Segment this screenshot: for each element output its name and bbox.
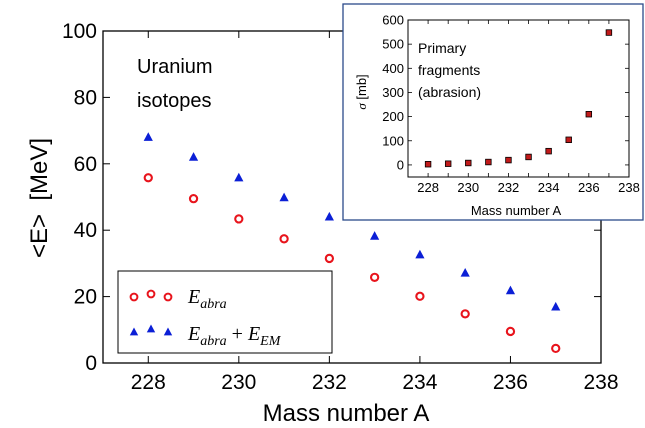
legend-1-symbol: E [187, 286, 200, 308]
point-e-abra [279, 234, 289, 244]
point-e-abra [324, 253, 335, 264]
legend-series-1-label: Eabra [187, 286, 227, 312]
inset-x-tick-label: 234 [538, 180, 560, 195]
inset-cross-section-point [505, 156, 512, 164]
inset-x-tick-label: 238 [618, 180, 640, 195]
point-e-abra-plus-em [370, 231, 380, 240]
inset-cross-section-point [465, 159, 472, 167]
inset-x-axis-label: Mass number A [471, 203, 562, 218]
main-x-tick-label: 238 [583, 371, 618, 394]
point-e-abra-plus-em [234, 172, 244, 182]
inset-cross-section-point [605, 29, 613, 36]
main-x-ticks: 228 230 232 234 236 238 [131, 31, 619, 394]
main-y-tick-label: 0 [85, 352, 97, 375]
inset-y-symbol: σ [354, 103, 369, 110]
point-e-abra [551, 343, 561, 354]
legend-box [117, 270, 333, 354]
inset-x-ticks: 228 230 232 234 236 238 [417, 20, 640, 195]
inset-data-points [424, 29, 613, 168]
legend-circle-marker [163, 292, 173, 302]
point-e-abra [188, 194, 199, 204]
inset-cross-section-point [444, 160, 452, 167]
legend-1-subscript: abra [200, 297, 226, 312]
point-e-abra-plus-em [143, 132, 153, 141]
legend-2-operator: + [227, 323, 248, 345]
inset-y-axis-label: σ [mb] [354, 74, 369, 109]
legend-triangle-marker [129, 327, 139, 336]
inset-chart: 0 100 200 300 400 500 600 228 230 232 234 236 238 M… [342, 3, 644, 221]
inset-x-tick-label: 236 [578, 180, 600, 195]
legend-2-subscript-b: EM [259, 334, 282, 349]
legend-series-1-markers [129, 289, 173, 302]
inset-cross-section-point [585, 111, 593, 118]
legend-2-symbol-a: E [187, 323, 200, 345]
inset-y-tick-label: 400 [382, 61, 404, 76]
main-y-axis-label: <E> [MeV] [26, 138, 53, 258]
point-e-abra [369, 272, 380, 282]
annotation-line-2: isotopes [137, 90, 212, 112]
main-y-tick-label: 20 [74, 286, 97, 309]
point-e-abra [143, 173, 153, 183]
legend-triangle-marker [163, 327, 173, 336]
main-y-tick-label: 40 [74, 219, 97, 242]
main-x-tick-label: 234 [402, 371, 437, 394]
inset-x-tick-label: 232 [498, 180, 520, 195]
inset-plot-frame [407, 19, 630, 178]
main-x-axis-label: Mass number A [263, 400, 430, 427]
point-e-abra [505, 326, 516, 337]
point-e-abra [460, 309, 470, 319]
inset-y-unit: [mb] [354, 74, 369, 99]
inset-y-tick-label: 600 [382, 13, 404, 28]
legend-triangle-marker [146, 324, 156, 333]
inset-y-ticks: 0 100 200 300 400 500 600 [382, 13, 629, 172]
inset-cross-section-point [545, 147, 552, 155]
legend-series-2-markers [129, 324, 173, 336]
inset-y-tick-label: 200 [382, 109, 404, 124]
legend: Eabra Eabra + EEM [117, 270, 333, 354]
inset-y-tick-label: 100 [382, 133, 404, 148]
inset-y-tick-label: 0 [397, 157, 404, 172]
main-data-points [143, 132, 561, 354]
inset-cross-section-point [485, 158, 492, 166]
main-x-tick-label: 228 [131, 371, 166, 394]
main-y-tick-label: 100 [62, 20, 97, 43]
point-e-abra-plus-em [505, 285, 516, 295]
main-x-tick-label: 232 [312, 371, 347, 394]
inset-annotation-line-1: Primary [418, 40, 466, 56]
main-y-tick-label: 60 [74, 153, 97, 176]
inset-background [342, 3, 644, 221]
main-x-tick-label: 230 [221, 371, 256, 394]
inset-y-tick-label: 300 [382, 85, 404, 100]
inset-annotation-line-3: (abrasion) [418, 84, 481, 100]
point-e-abra-plus-em [460, 268, 470, 277]
inset-y-tick-label: 500 [382, 37, 404, 52]
point-e-abra-plus-em [551, 301, 561, 311]
main-y-tick-label: 80 [74, 86, 97, 109]
point-e-abra-plus-em [188, 152, 199, 161]
main-x-tick-label: 236 [493, 371, 528, 394]
inset-cross-section-point [525, 153, 532, 161]
inset-annotation-line-2: fragments [418, 62, 480, 78]
legend-2-subscript-a: abra [200, 334, 226, 349]
point-e-abra-plus-em [415, 249, 425, 259]
legend-circle-marker [129, 292, 139, 302]
inset-x-tick-label: 228 [417, 180, 439, 195]
point-e-abra [415, 291, 425, 301]
inset-cross-section-point [565, 136, 572, 144]
point-e-abra-plus-em [279, 192, 289, 202]
inset-x-tick-label: 230 [457, 180, 479, 195]
legend-circle-marker [146, 289, 156, 299]
annotation-line-1: Uranium [137, 56, 213, 78]
main-chart: 0 20 40 60 80 100 228 230 232 234 236 238 <E> [MeV… [26, 20, 619, 427]
legend-2-symbol-b: E [247, 323, 260, 345]
point-e-abra [234, 214, 244, 224]
inset-cross-section-point [424, 160, 432, 168]
legend-series-2-label: Eabra + EEM [187, 323, 282, 349]
point-e-abra-plus-em [324, 211, 334, 221]
